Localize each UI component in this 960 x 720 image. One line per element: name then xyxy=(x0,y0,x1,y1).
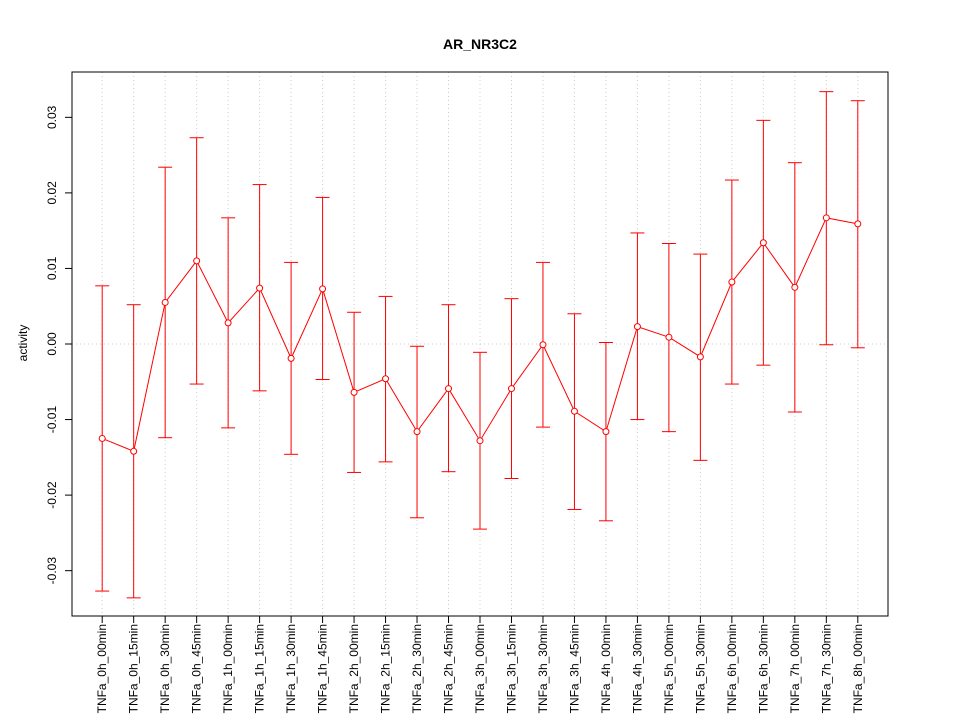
x-tick-label: TNFa_6h_30min xyxy=(756,624,770,713)
x-tick-label: TNFa_3h_15min xyxy=(504,624,518,713)
data-point xyxy=(98,434,106,442)
data-point xyxy=(350,388,358,396)
x-tick-label: TNFa_3h_00min xyxy=(473,624,487,713)
y-tick-label: 0.01 xyxy=(45,256,59,280)
x-tick-label: TNFa_0h_45min xyxy=(190,624,204,713)
x-tick-label: TNFa_5h_30min xyxy=(693,624,707,713)
y-tick-label: 0.00 xyxy=(45,332,59,356)
x-tick-label: TNFa_3h_45min xyxy=(567,624,581,713)
data-point xyxy=(413,428,421,436)
x-tick-label: TNFa_1h_15min xyxy=(253,624,267,713)
data-point xyxy=(256,284,264,292)
data-point xyxy=(570,407,578,415)
x-tick-label: TNFa_4h_30min xyxy=(630,624,644,713)
data-point xyxy=(224,319,232,327)
data-point xyxy=(633,323,641,331)
x-tick-label: TNFa_2h_45min xyxy=(442,624,456,713)
y-axis-label: activity xyxy=(16,325,30,362)
x-tick-label: TNFa_6h_00min xyxy=(725,624,739,713)
data-point xyxy=(319,285,327,293)
data-point xyxy=(759,239,767,247)
x-tick-label: TNFa_1h_45min xyxy=(316,624,330,713)
data-point xyxy=(130,447,138,455)
x-tick-label: TNFa_0h_00min xyxy=(95,624,109,713)
data-point xyxy=(507,385,515,393)
data-point xyxy=(161,298,169,306)
data-point xyxy=(728,278,736,286)
data-points xyxy=(98,214,862,455)
x-tick-label: TNFa_2h_00min xyxy=(347,624,361,713)
y-tick-label: 0.02 xyxy=(45,181,59,205)
data-point xyxy=(854,220,862,228)
data-point xyxy=(287,354,295,362)
data-point xyxy=(822,214,830,222)
data-point xyxy=(602,428,610,436)
y-tick-label: -0.03 xyxy=(45,557,59,585)
x-tick-label: TNFa_0h_30min xyxy=(158,624,172,713)
data-point xyxy=(696,353,704,361)
x-tick-label: TNFa_1h_00min xyxy=(221,624,235,713)
x-tick-label: TNFa_5h_00min xyxy=(662,624,676,713)
plot-frame xyxy=(71,71,889,617)
y-tick-label: 0.03 xyxy=(45,105,59,129)
data-point xyxy=(791,283,799,291)
y-axis: -0.03 -0.02 -0.01 0.00 0.01 0.02 0.03 xyxy=(45,105,72,584)
data-point xyxy=(476,437,484,445)
data-point xyxy=(193,257,201,265)
chart-title: AR_NR3C2 xyxy=(443,36,517,52)
data-point xyxy=(539,341,547,349)
x-tick-label: TNFa_3h_30min xyxy=(536,624,550,713)
data-point xyxy=(382,375,390,383)
x-tick-label: TNFa_2h_30min xyxy=(410,624,424,713)
x-tick-label: TNFa_4h_00min xyxy=(599,624,613,713)
x-tick-label: TNFa_7h_30min xyxy=(819,624,833,713)
x-tick-label: TNFa_7h_00min xyxy=(788,624,802,713)
x-tick-label: TNFa_1h_30min xyxy=(284,624,298,713)
y-tick-label: -0.02 xyxy=(45,481,59,509)
x-tick-label: TNFa_8h_00min xyxy=(851,624,865,713)
x-tick-label: TNFa_0h_15min xyxy=(127,624,141,713)
x-axis: TNFa_0h_00min TNFa_0h_15min TNFa_0h_30min T… xyxy=(95,616,865,713)
data-point xyxy=(445,385,453,393)
x-tick-label: TNFa_2h_15min xyxy=(379,624,393,713)
y-tick-label: -0.01 xyxy=(45,406,59,434)
data-point xyxy=(665,333,673,341)
